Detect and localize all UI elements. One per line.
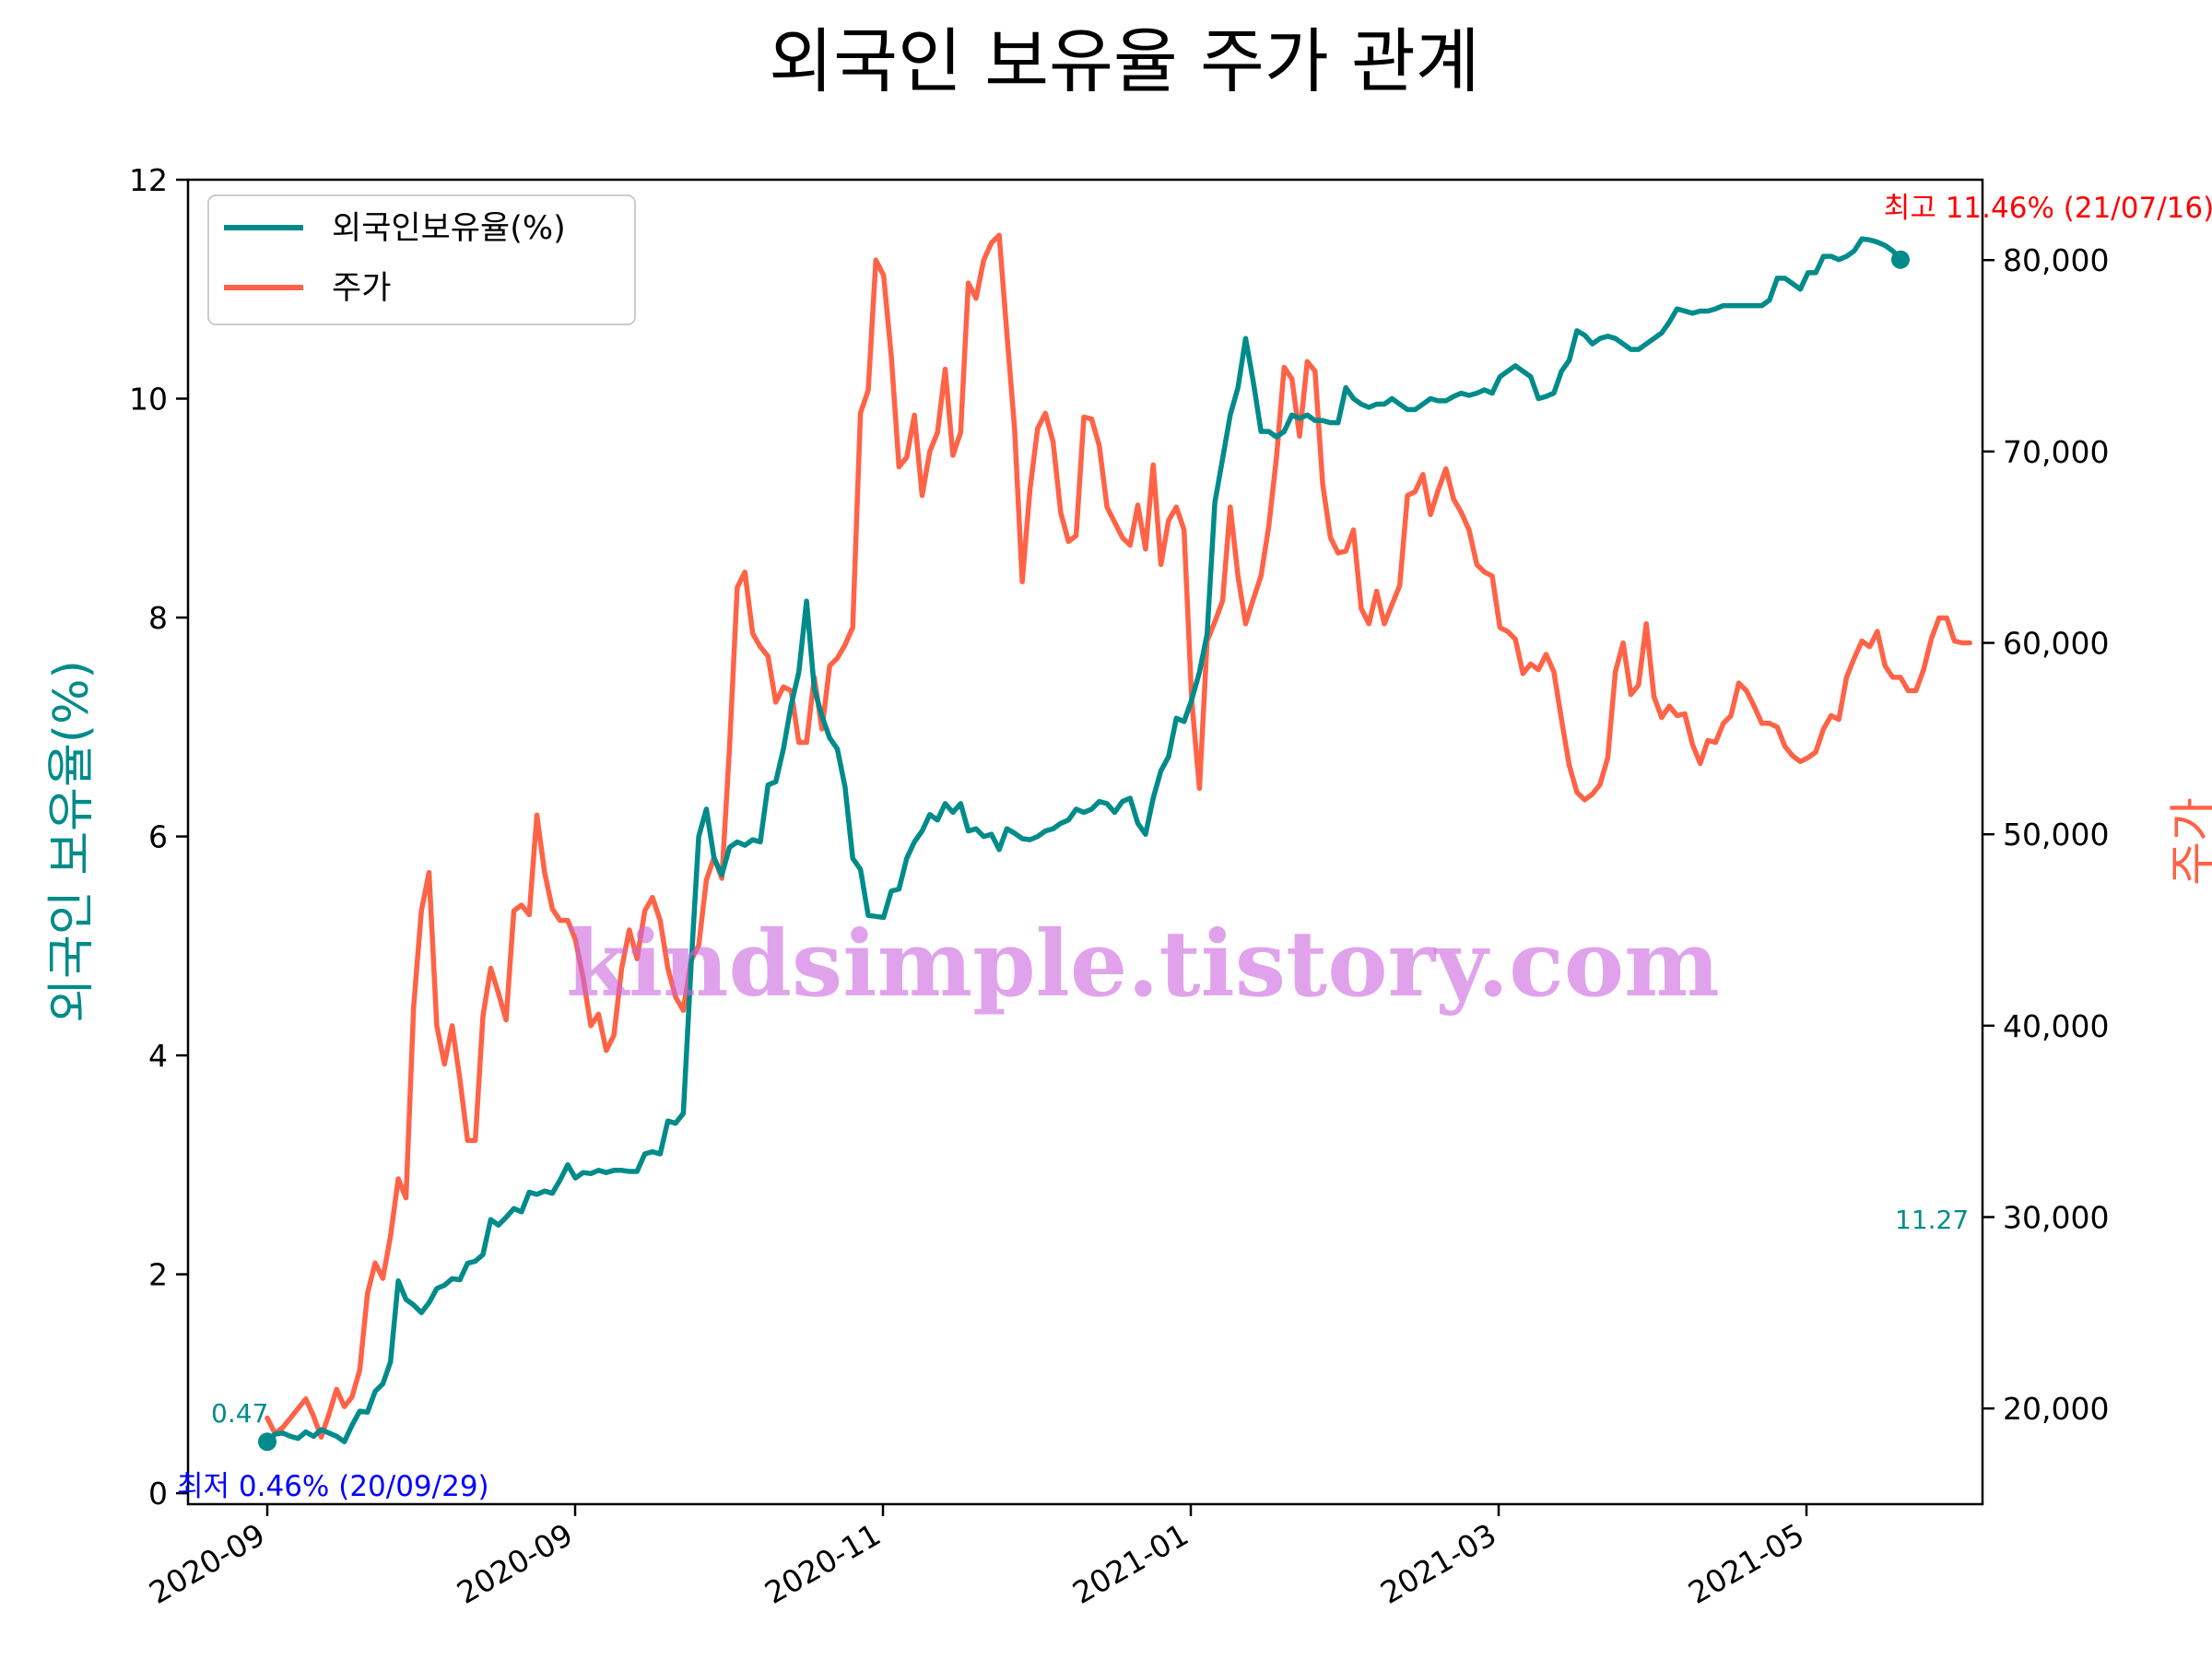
legend-box	[207, 194, 636, 325]
y-left-tick-label: 6	[148, 819, 168, 855]
end-marker	[1891, 250, 1910, 269]
y-left-tick-label: 8	[148, 600, 168, 636]
x-tick-label: 2021-01	[1066, 1516, 1194, 1611]
plot-area	[186, 178, 1984, 1506]
min-annotation: 최저 0.46% (20/09/29)	[177, 1470, 489, 1503]
holding-line	[265, 236, 1903, 1445]
y-axis-right-label: 주가	[2167, 797, 2212, 886]
series-layer	[258, 232, 1972, 1452]
y-right-tick-label: 40,000	[2003, 1008, 2109, 1044]
y-axis-right: 20,000 30,000 40,000 50,000 60,000 70,000 80,0…	[1983, 242, 2109, 1427]
legend: 외국인보유율(%) 주가	[207, 194, 636, 325]
legend-label-holding: 외국인보유율(%)	[332, 210, 566, 247]
y-right-tick-label: 50,000	[2003, 817, 2109, 853]
y-right-tick-label: 70,000	[2003, 434, 2109, 470]
start-value-label: 0.47	[211, 1398, 268, 1429]
end-value-label: 11.27	[1895, 1205, 1969, 1235]
price-line	[265, 232, 1972, 1441]
max-annotation: 최고 11.46% (21/07/16)	[1884, 192, 2212, 225]
y-axis-left: 0 2 4 6 8 10 12	[129, 162, 188, 1512]
y-axis-left-label: 외국인 보유율(%)	[44, 660, 100, 1023]
x-tick-label: 2020-09	[143, 1516, 271, 1611]
y-right-tick-label: 60,000	[2003, 626, 2109, 662]
x-axis: 2020-09 2020-09 2020-11 2021-01 2021-03 2021-…	[143, 1504, 1810, 1611]
y-right-tick-label: 30,000	[2003, 1200, 2109, 1236]
y-left-tick-label: 4	[148, 1038, 168, 1074]
x-tick-label: 2020-11	[759, 1516, 887, 1611]
x-tick-label: 2020-09	[451, 1516, 579, 1611]
y-left-tick-label: 2	[148, 1257, 168, 1293]
y-left-tick-label: 0	[148, 1476, 168, 1512]
legend-label-price: 주가	[332, 270, 391, 307]
x-tick-label: 2021-05	[1682, 1516, 1810, 1611]
y-left-tick-label: 12	[129, 162, 168, 198]
watermark: kindsimple.tistory.com	[566, 912, 1720, 1018]
start-marker	[258, 1432, 276, 1452]
chart-title: 외국인 보유율 주가 관계	[769, 20, 1480, 102]
y-left-tick-label: 10	[129, 382, 168, 418]
y-right-tick-label: 20,000	[2003, 1391, 2109, 1427]
y-right-tick-label: 80,000	[2003, 242, 2109, 278]
x-tick-label: 2021-03	[1374, 1516, 1502, 1611]
